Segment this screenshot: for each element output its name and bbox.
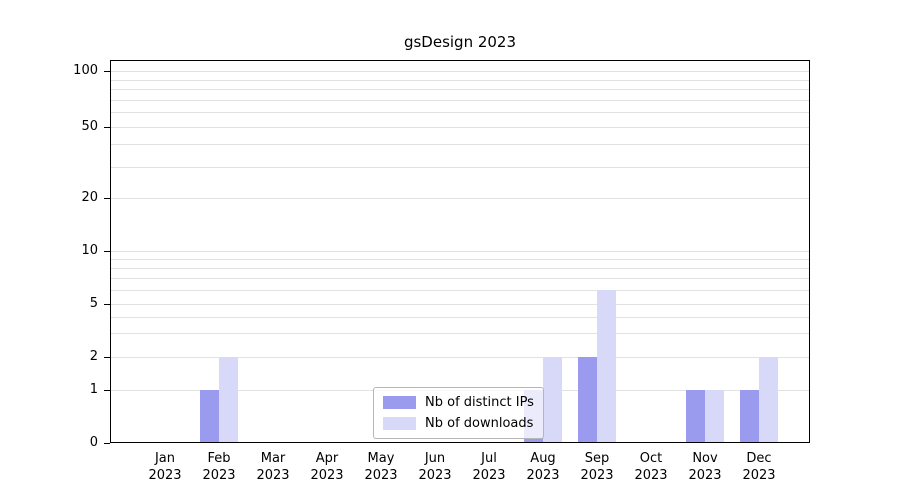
grid-line xyxy=(111,304,809,305)
bar-distinct-ips xyxy=(200,390,219,442)
bar-downloads xyxy=(219,357,238,442)
y-tick-label: 0 xyxy=(89,435,98,450)
y-tick-mark xyxy=(104,357,110,358)
grid-line xyxy=(111,259,809,260)
grid-line xyxy=(111,251,809,252)
y-tick-label: 1 xyxy=(89,382,98,397)
x-tick-label: Jan 2023 xyxy=(148,451,182,483)
y-tick-label: 2 xyxy=(89,349,98,364)
y-tick-mark xyxy=(104,443,110,444)
y-tick-label: 10 xyxy=(81,243,98,258)
grid-line xyxy=(111,167,809,168)
x-tick-label: Mar 2023 xyxy=(256,451,290,483)
legend-label-distinct-ips: Nb of distinct IPs xyxy=(425,395,534,410)
x-tick-label: Aug 2023 xyxy=(526,451,560,483)
grid-line xyxy=(111,71,809,72)
y-tick-label: 50 xyxy=(81,119,98,134)
y-tick-mark xyxy=(104,304,110,305)
x-tick-label: Oct 2023 xyxy=(634,451,668,483)
y-tick-label: 100 xyxy=(73,63,98,78)
grid-line xyxy=(111,333,809,334)
x-tick-label: Nov 2023 xyxy=(688,451,722,483)
grid-line xyxy=(111,357,809,358)
x-tick-label: Jun 2023 xyxy=(418,451,452,483)
grid-line xyxy=(111,89,809,90)
grid-line xyxy=(111,80,809,81)
bar-downloads xyxy=(543,357,562,442)
grid-line xyxy=(111,290,809,291)
grid-line xyxy=(111,268,809,269)
bar-downloads xyxy=(705,390,724,442)
grid-line xyxy=(111,127,809,128)
x-tick-label: Apr 2023 xyxy=(310,451,344,483)
x-tick-label: Feb 2023 xyxy=(202,451,236,483)
grid-line xyxy=(111,144,809,145)
x-tick-label: Dec 2023 xyxy=(742,451,776,483)
x-tick-label: Sep 2023 xyxy=(580,451,614,483)
grid-line xyxy=(111,100,809,101)
legend-label-downloads: Nb of downloads xyxy=(425,416,534,431)
bar-distinct-ips xyxy=(686,390,705,442)
bar-distinct-ips xyxy=(740,390,759,442)
chart-title: gsDesign 2023 xyxy=(403,33,517,51)
grid-line xyxy=(111,317,809,318)
legend-item-downloads: Nb of downloads xyxy=(383,416,534,431)
grid-line xyxy=(111,112,809,113)
y-tick-mark xyxy=(104,390,110,391)
y-tick-label: 20 xyxy=(81,190,98,205)
bar-downloads xyxy=(759,357,778,442)
bar-downloads xyxy=(597,290,616,442)
y-tick-mark xyxy=(104,127,110,128)
y-tick-mark xyxy=(104,251,110,252)
grid-line xyxy=(111,198,809,199)
x-tick-label: Jul 2023 xyxy=(472,451,506,483)
bar-distinct-ips xyxy=(578,357,597,442)
y-tick-mark xyxy=(104,198,110,199)
y-tick-label: 5 xyxy=(89,296,98,311)
legend: Nb of distinct IPs Nb of downloads xyxy=(373,387,544,439)
x-tick-label: May 2023 xyxy=(364,451,398,483)
legend-swatch-downloads-icon xyxy=(383,417,416,430)
legend-item-distinct-ips: Nb of distinct IPs xyxy=(383,395,534,410)
grid-line xyxy=(111,278,809,279)
y-tick-mark xyxy=(104,71,110,72)
legend-swatch-distinct-ips-icon xyxy=(383,396,416,409)
